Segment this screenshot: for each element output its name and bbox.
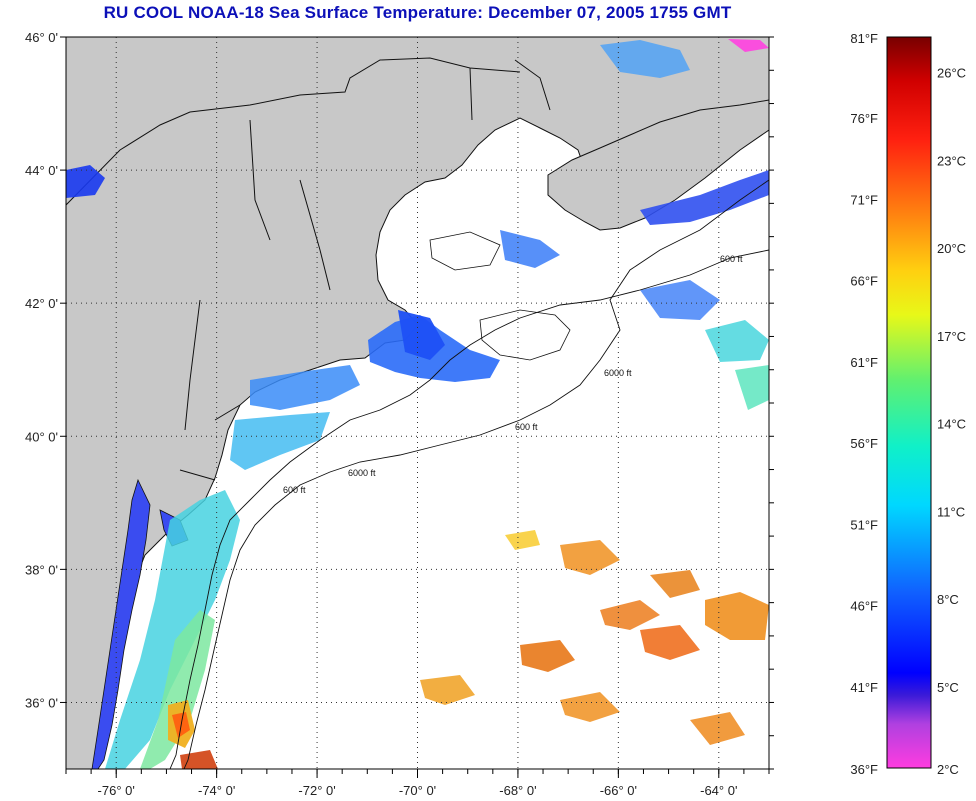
- state-borders: [66, 57, 551, 481]
- colorbar-c-label: 20°C: [937, 241, 966, 256]
- colorbar-c-label: 23°C: [937, 153, 966, 168]
- colorbar-f-label: 61°F: [850, 355, 878, 370]
- colorbar-f-label: 66°F: [850, 274, 878, 289]
- lat-tick-label: 42° 0': [25, 296, 58, 311]
- longitude-labels: -76° 0' -74° 0' -72° 0' -70° 0' -68° 0' -66° …: [65, 769, 770, 798]
- land-nova-scotia: [547, 99, 769, 231]
- lon-tick-label: -64° 0': [700, 783, 737, 798]
- sst-coloring: [66, 39, 769, 769]
- colorbar-c-label: 11°C: [937, 504, 965, 519]
- map-content: 6000 ft 600 ft 600 ft 600 ft 6000 ft: [66, 37, 769, 769]
- colorbar-f-label: 71°F: [850, 192, 878, 207]
- lon-tick-label: -74° 0': [198, 783, 235, 798]
- colorbar-c-label: 14°C: [937, 417, 966, 432]
- lon-tick-label: -68° 0': [499, 783, 536, 798]
- isobath-georges: [429, 231, 571, 361]
- map-title: RU COOL NOAA-18 Sea Surface Temperature:…: [103, 3, 732, 22]
- colorbar-c-label: 17°C: [937, 329, 966, 344]
- colorbar-c-label: 5°C: [937, 680, 959, 695]
- lat-tick-label: 46° 0': [25, 30, 58, 45]
- colorbar-f-label: 46°F: [850, 599, 878, 614]
- lat-tick-label: 36° 0': [25, 695, 58, 710]
- colorbar-f-label: 36°F: [850, 762, 878, 777]
- colorbar-c-label: 26°C: [937, 66, 966, 81]
- colorbar-f-label: 76°F: [850, 111, 878, 126]
- map-border: [65, 36, 770, 770]
- lon-tick-label: -76° 0': [98, 783, 135, 798]
- latitude-labels: 46° 0' 44° 0' 42° 0' 40° 0' 38° 0' 36° 0': [25, 30, 774, 770]
- isobath-label-600-b: 600 ft: [515, 422, 538, 432]
- colorbar: [886, 36, 932, 769]
- lon-tick-label: -72° 0': [298, 783, 335, 798]
- isobath-6000: [183, 179, 769, 769]
- colorbar-fahrenheit-labels: 81°F 76°F 71°F 66°F 61°F 56°F 51°F 46°F 41°F 36°F: [850, 31, 878, 777]
- lon-tick-label: -66° 0': [600, 783, 637, 798]
- colorbar-celsius-labels: 26°C 23°C 20°C 17°C 14°C 11°C 8°C 5°C 2°C: [937, 66, 966, 777]
- isobath-label-600: 600 ft: [283, 485, 306, 495]
- lat-tick-label: 38° 0': [25, 562, 58, 577]
- isobath-600: [169, 249, 769, 769]
- lat-tick-label: 44° 0': [25, 163, 58, 178]
- isobath-label-600-c: 600 ft: [720, 254, 743, 264]
- colorbar-c-label: 8°C: [937, 592, 959, 607]
- colorbar-f-label: 51°F: [850, 517, 878, 532]
- chesapeake-bay: [91, 478, 151, 769]
- colorbar-c-label: 2°C: [937, 762, 959, 777]
- isobath-label-6000: 6000 ft: [348, 468, 376, 478]
- lat-tick-label: 40° 0': [25, 429, 58, 444]
- colorbar-f-label: 81°F: [850, 31, 878, 46]
- colorbar-f-label: 56°F: [850, 436, 878, 451]
- colorbar-f-label: 41°F: [850, 680, 878, 695]
- lon-tick-label: -70° 0': [399, 783, 436, 798]
